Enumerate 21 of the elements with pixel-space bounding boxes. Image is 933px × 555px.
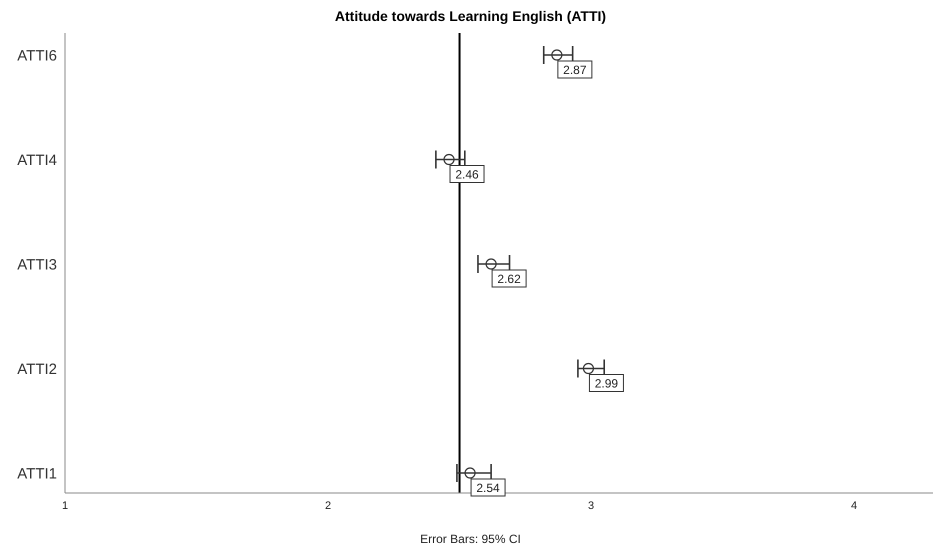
chart-title: Attitude towards Learning English (ATTI)	[334, 8, 608, 26]
text: Error Bars: 95% CI	[419, 532, 522, 546]
x-tick-label: 2	[324, 500, 332, 512]
data-label: 2.54	[476, 481, 500, 495]
point	[582, 362, 594, 374]
x-tick-label: 3	[588, 500, 594, 512]
data-label: 2.62	[497, 272, 522, 286]
y-tick-label: ATTI6	[17, 47, 57, 64]
x-tick-label: 4	[851, 500, 858, 512]
data-label: 2.46	[455, 168, 480, 182]
y-tick-label: ATTI4	[17, 152, 57, 169]
point	[486, 258, 497, 270]
point	[464, 467, 476, 479]
y-tick-label: ATTI2	[17, 360, 57, 378]
point	[443, 154, 455, 166]
point	[551, 49, 562, 61]
data-label: 2.87	[563, 63, 587, 77]
data-label: 2.99	[594, 376, 618, 390]
x-tick-label: 1	[62, 500, 68, 512]
y-tick-label: ATTI1	[17, 465, 57, 482]
y-tick-label: ATTI3	[17, 256, 57, 274]
